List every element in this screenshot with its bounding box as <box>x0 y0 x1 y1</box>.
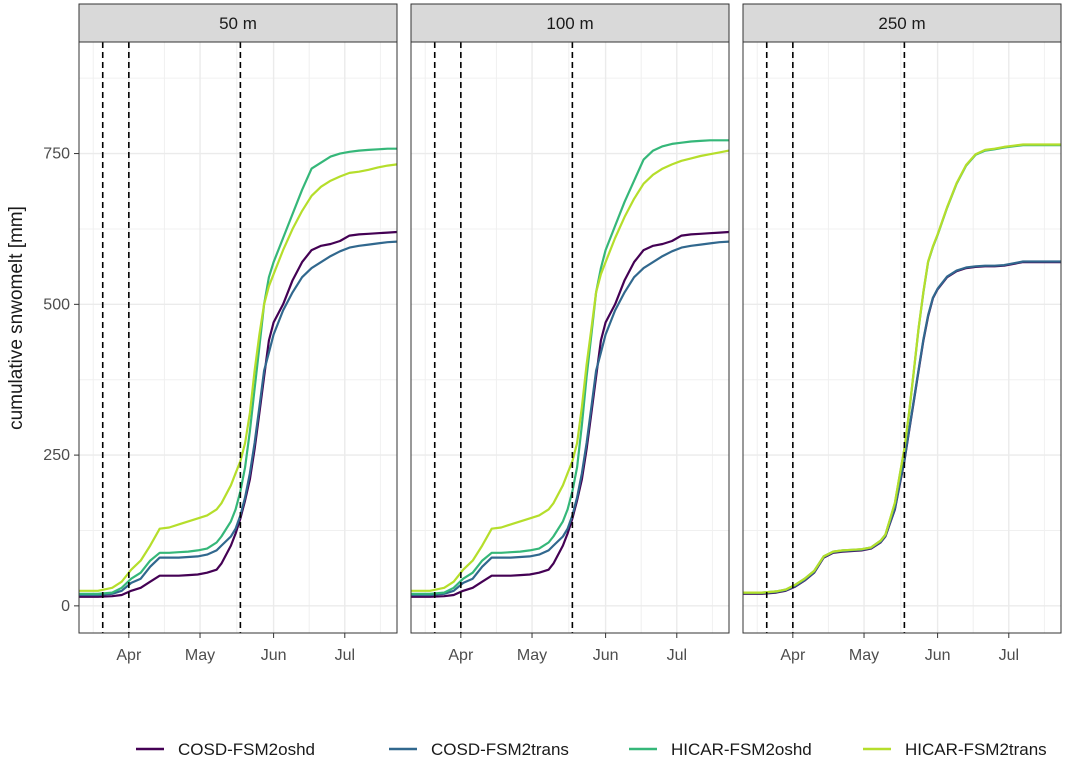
panel-1: 50 m Apr May Jun Jul <box>78 3 398 664</box>
y-tick-label: 0 <box>61 598 70 615</box>
x-tick-label: Jul <box>667 647 687 664</box>
legend-label: COSD-FSM2trans <box>431 740 569 759</box>
facet-strip <box>742 3 1062 43</box>
panel-3: 250 m Apr May Jun Jul <box>742 3 1062 664</box>
legend: COSD-FSM2oshd COSD-FSM2trans HICAR-FSM2osh… <box>136 740 1047 759</box>
panel-background <box>743 42 1061 633</box>
x-tick-label: Jul <box>335 647 355 664</box>
x-tick-label: May <box>849 647 879 664</box>
x-tick-label: Apr <box>780 647 806 664</box>
x-tick-label: May <box>517 647 547 664</box>
legend-entry: COSD-FSM2oshd <box>136 740 315 759</box>
panel-background <box>79 42 397 633</box>
x-tick-label: Jul <box>999 647 1019 664</box>
x-tick-label: Jun <box>261 647 287 664</box>
panels-group: 50 m Apr May Jun Jul 100 m Apr May Jun Jul 250 m Ap… <box>78 3 1062 664</box>
x-tick-label: Jun <box>925 647 951 664</box>
series-line <box>79 147 397 595</box>
legend-entry: HICAR-FSM2oshd <box>629 740 812 759</box>
x-tick-label: Apr <box>116 647 142 664</box>
y-axis: 0 250 500 750 <box>43 146 79 615</box>
y-tick-label: 500 <box>43 296 70 313</box>
x-tick-label: Apr <box>448 647 474 664</box>
series-line <box>411 240 730 597</box>
series-line <box>79 240 398 597</box>
series-line <box>411 149 730 592</box>
facet-strip-label: 50 m <box>219 14 257 33</box>
y-tick-label: 750 <box>43 146 70 163</box>
legend-label: HICAR-FSM2oshd <box>671 740 812 759</box>
facet-strip-label: 250 m <box>878 14 925 33</box>
facet-strip <box>410 3 730 43</box>
panel-border <box>410 41 730 634</box>
facet-strip <box>78 3 398 43</box>
x-tick-label: May <box>185 647 215 664</box>
x-tick-label: Jun <box>593 647 619 664</box>
series-line <box>411 139 729 595</box>
legend-entry: COSD-FSM2trans <box>389 740 569 759</box>
panel-border <box>78 41 398 634</box>
panel-background <box>411 42 729 633</box>
legend-label: HICAR-FSM2trans <box>905 740 1047 759</box>
facet-strip-label: 100 m <box>546 14 593 33</box>
panel-border <box>742 41 1062 634</box>
legend-entry: HICAR-FSM2trans <box>863 740 1047 759</box>
legend-label: COSD-FSM2oshd <box>178 740 315 759</box>
panel-2: 100 m Apr May Jun Jul <box>410 3 730 664</box>
series-line <box>743 143 1061 594</box>
y-tick-label: 250 <box>43 447 70 464</box>
y-axis-label: cumulative snwomelt [mm] <box>6 206 27 430</box>
series-line <box>79 163 398 592</box>
